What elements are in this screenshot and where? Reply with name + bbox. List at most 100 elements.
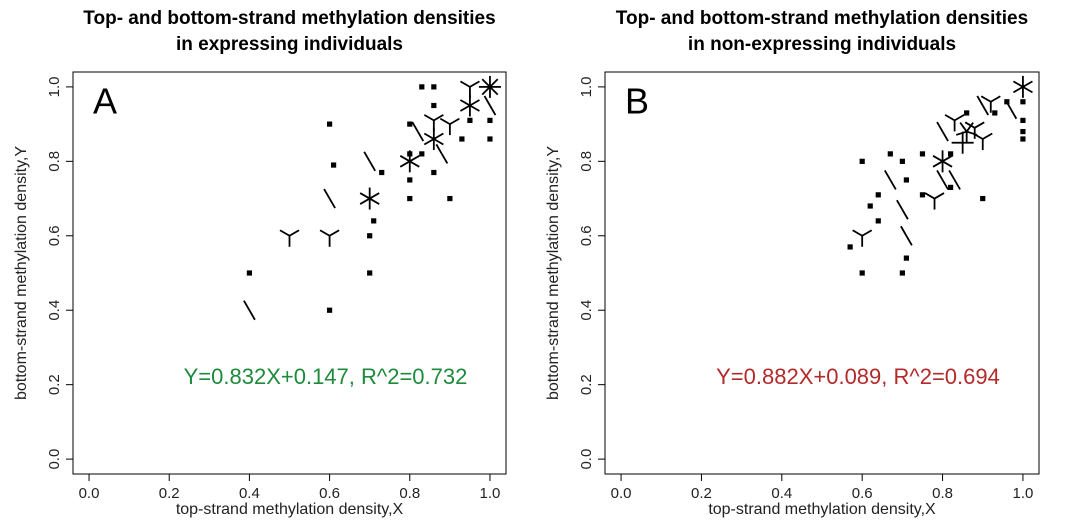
- y-tick-label: 0.0: [46, 449, 63, 470]
- point: [487, 117, 493, 123]
- petal: [964, 121, 976, 129]
- petal: [936, 169, 944, 181]
- sunflower: [980, 95, 1001, 113]
- petal: [489, 86, 499, 96]
- petal: [489, 78, 499, 88]
- petal: [889, 179, 897, 190]
- petal: [972, 132, 984, 140]
- chart-title: Top- and bottom-strand methylation densi…: [83, 8, 495, 29]
- y-tick-label: 1.0: [46, 76, 63, 97]
- petal: [1022, 86, 1033, 94]
- point: [875, 192, 881, 198]
- petal: [319, 229, 331, 237]
- y-tick-label: 0.8: [46, 151, 63, 172]
- petal: [441, 153, 449, 164]
- sunflower: [411, 121, 425, 142]
- point: [419, 84, 425, 90]
- sunflower: [884, 169, 897, 190]
- petal: [459, 80, 471, 88]
- petal: [411, 121, 419, 133]
- petal: [243, 300, 251, 311]
- sunflower: [955, 122, 978, 143]
- petal: [363, 151, 371, 162]
- sunflower: [459, 80, 480, 98]
- point: [367, 233, 373, 239]
- sunflower: [852, 229, 873, 247]
- petal: [481, 78, 491, 88]
- petal: [248, 309, 256, 321]
- petal: [439, 117, 451, 125]
- sunflower: [439, 117, 460, 136]
- annotation: Y=0.882X+0.089, R^2=0.694: [716, 364, 1000, 389]
- sunflower: [319, 229, 340, 247]
- chart-title: in non-expressing individuals: [688, 34, 956, 55]
- point: [407, 177, 413, 183]
- sunflower: [896, 199, 909, 220]
- petal: [289, 229, 300, 237]
- point: [947, 151, 954, 157]
- annotation: Y=0.832X+0.147, R^2=0.732: [184, 364, 468, 389]
- sunflower: [1012, 75, 1033, 98]
- x-tick-label: 0.6: [319, 485, 340, 502]
- point: [899, 270, 905, 276]
- petal: [359, 197, 371, 205]
- petal: [449, 117, 460, 125]
- petal: [469, 80, 480, 88]
- petal: [982, 132, 993, 140]
- sunflower: [363, 151, 376, 172]
- petal: [369, 197, 380, 205]
- point: [980, 195, 986, 202]
- petal: [423, 132, 435, 140]
- x-tick-label: 0.0: [611, 485, 632, 502]
- x-axis-label: top-strand methylation density,X: [176, 501, 404, 518]
- point: [1020, 128, 1026, 135]
- petal: [435, 143, 443, 155]
- point: [859, 158, 865, 164]
- point: [407, 195, 413, 202]
- x-tick-label: 0.2: [691, 485, 712, 502]
- petal: [980, 95, 992, 103]
- y-tick-label: 0.8: [578, 151, 595, 172]
- petal: [974, 121, 985, 129]
- point: [331, 162, 337, 168]
- point: [431, 84, 437, 90]
- petal: [965, 122, 974, 133]
- petal: [469, 99, 480, 107]
- point: [919, 192, 926, 198]
- sunflower: [243, 300, 256, 321]
- chart-title: in expressing individuals: [176, 34, 403, 55]
- y-tick-label: 0.4: [578, 300, 595, 321]
- y-tick-label: 0.4: [46, 300, 63, 321]
- sunflower: [944, 114, 965, 132]
- petal: [861, 229, 873, 237]
- point: [371, 218, 377, 224]
- point: [964, 110, 970, 116]
- point: [431, 102, 437, 109]
- petal: [934, 192, 945, 200]
- sunflower: [323, 188, 336, 209]
- panel: Top- and bottom-strand methylation densi…: [545, 8, 1040, 518]
- sunflower: [1004, 99, 1018, 120]
- petal: [399, 160, 411, 168]
- petal: [932, 160, 944, 168]
- petal: [959, 122, 968, 133]
- petal: [900, 225, 908, 237]
- petal: [328, 198, 336, 209]
- petal: [368, 160, 376, 172]
- point: [899, 158, 905, 164]
- point: [1020, 136, 1026, 142]
- point: [326, 307, 333, 313]
- plot-frame: [72, 71, 507, 475]
- petal: [976, 95, 984, 106]
- x-tick-label: 1.0: [1012, 485, 1033, 502]
- petal: [279, 229, 290, 237]
- point: [487, 136, 493, 142]
- y-tick-label: 1.0: [578, 76, 595, 97]
- point: [947, 184, 954, 190]
- sunflower: [423, 128, 444, 150]
- y-tick-label: 0.6: [578, 225, 595, 246]
- petal: [924, 192, 935, 200]
- panel-label: B: [625, 81, 649, 122]
- petal: [1010, 108, 1018, 120]
